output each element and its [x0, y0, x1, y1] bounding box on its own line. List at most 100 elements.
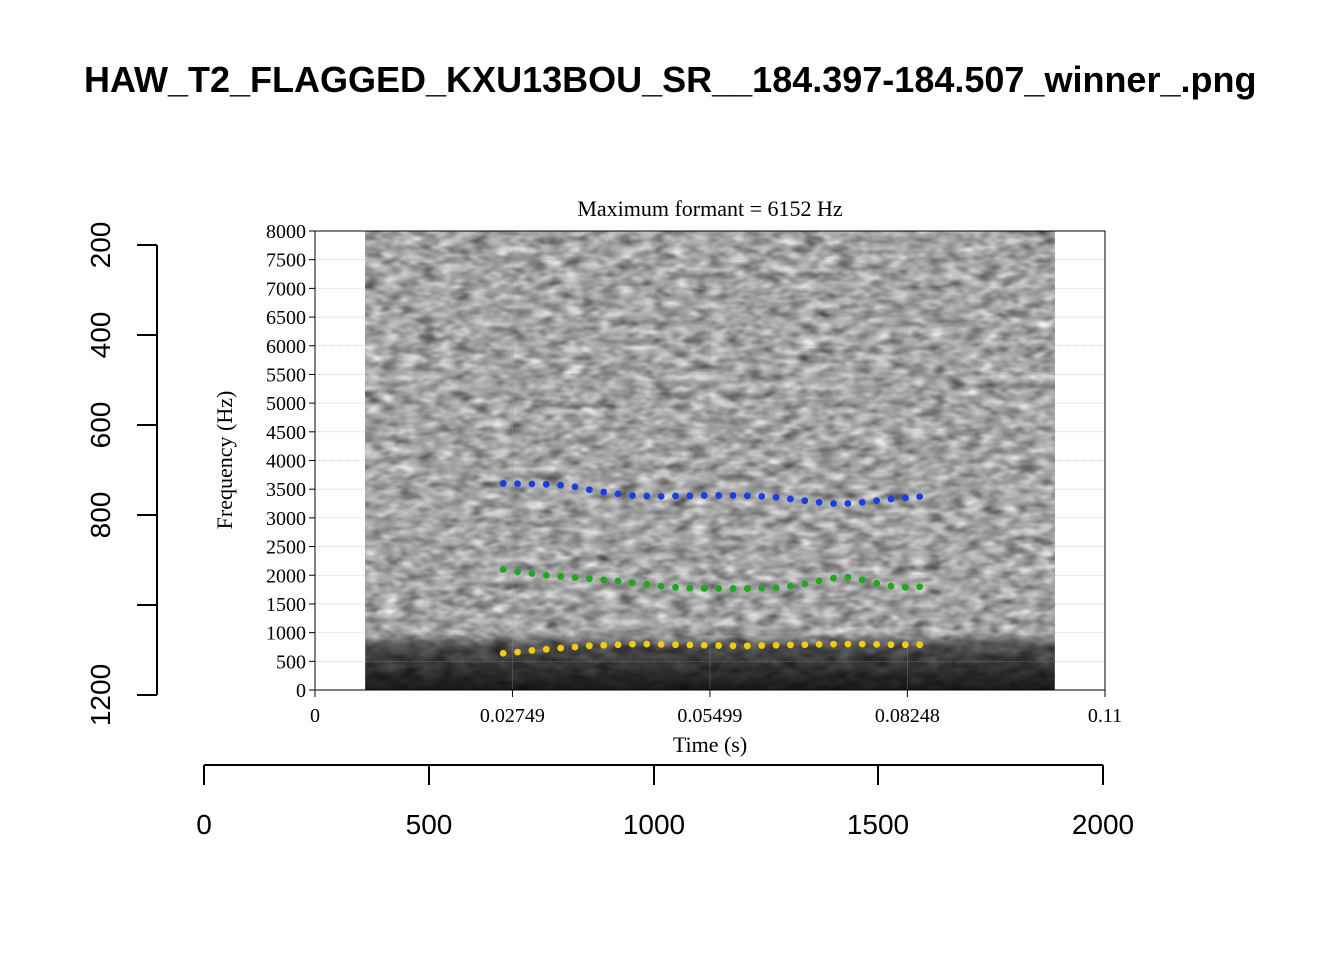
y-tick-label: 8000	[266, 221, 306, 243]
outer-x-tick-label: 1500	[847, 809, 909, 840]
outer-x-tick-label: 1000	[623, 809, 685, 840]
formant-point	[901, 583, 909, 591]
formant-point	[758, 492, 766, 500]
formant-point	[815, 577, 823, 585]
outer-y-tick-label: 600	[85, 402, 116, 449]
formant-point	[571, 643, 579, 651]
outer-y-axis: 200 400 600 800 1200	[85, 222, 158, 726]
outer-x-tick-label: 0	[196, 809, 212, 840]
x-axis-label: Time (s)	[673, 732, 747, 757]
formant-point	[657, 492, 665, 500]
formant-point	[787, 582, 794, 590]
formant-point	[801, 641, 809, 649]
formant-point	[499, 480, 507, 487]
formant-point	[686, 492, 694, 500]
formant-point	[514, 648, 521, 656]
x-tick-label: 0.11	[1088, 705, 1122, 727]
formant-point	[729, 585, 737, 592]
formant-point	[873, 640, 881, 648]
y-tick-label: 5000	[266, 393, 306, 415]
formant-point	[557, 481, 565, 489]
x-tick-label: 0.05499	[677, 705, 742, 727]
y-tick-label: 1500	[266, 594, 306, 616]
x-tick-label: 0.08248	[875, 705, 940, 727]
formant-point	[600, 488, 608, 496]
y-tick-label: 1000	[266, 623, 306, 645]
formant-point	[743, 492, 751, 500]
y-tick-label: 0	[296, 680, 306, 702]
formant-point	[514, 480, 521, 488]
formant-point	[830, 640, 837, 648]
x-tick-label: 0	[310, 705, 320, 727]
formant-point	[643, 640, 651, 648]
formant-point	[686, 641, 694, 649]
formant-point	[758, 642, 766, 649]
formant-point	[715, 642, 723, 649]
formant-point	[600, 576, 608, 584]
formant-point	[916, 583, 924, 591]
formant-point	[614, 641, 622, 649]
formant-series-1	[499, 480, 924, 507]
formant-point	[715, 585, 723, 592]
outer-y-tick-label: 800	[85, 492, 116, 539]
y-axis-label: Frequency (Hz)	[212, 391, 237, 530]
formant-point	[887, 641, 895, 649]
formant-point	[916, 641, 924, 649]
x-tick-label: 0.02749	[480, 705, 545, 727]
formant-point	[815, 640, 823, 648]
formant-point	[887, 495, 895, 503]
chart-title: Maximum formant = 6152 Hz	[577, 196, 843, 221]
formant-point	[557, 644, 565, 652]
formant-point	[916, 493, 924, 501]
formant-point	[901, 641, 909, 649]
formant-point	[542, 571, 550, 579]
y-axis: 0 500 1000 1500 2000 2500 3000 3500 4000 4500 5000…	[266, 221, 315, 702]
formant-point	[700, 585, 708, 592]
formant-point	[858, 576, 866, 584]
formant-point	[729, 492, 737, 499]
y-tick-label: 500	[276, 651, 306, 673]
formant-point	[542, 645, 550, 653]
formant-point	[729, 642, 737, 650]
formant-point	[801, 580, 809, 588]
outer-y-tick-label: 200	[85, 222, 116, 269]
y-tick-label: 4000	[266, 451, 306, 473]
formant-series-2	[499, 566, 924, 592]
formant-point	[815, 498, 823, 506]
formant-point	[772, 641, 780, 649]
formant-point	[873, 579, 881, 587]
formant-point	[643, 581, 651, 588]
formant-point	[557, 572, 565, 580]
y-tick-label: 3500	[266, 479, 306, 501]
formant-point	[700, 492, 708, 499]
formant-point	[787, 495, 794, 503]
outer-x-axis: 0 500 1000 1500 2000	[196, 764, 1134, 840]
formant-point	[772, 493, 780, 501]
y-tick-label: 2500	[266, 537, 306, 559]
formant-point	[499, 566, 507, 573]
formant-point	[901, 494, 909, 502]
formant-point	[844, 640, 852, 648]
outer-y-tick-label: 1200	[85, 664, 116, 726]
formant-point	[672, 641, 679, 649]
outer-x-tick-label: 500	[406, 809, 453, 840]
formant-point	[787, 641, 794, 649]
y-tick-label: 5500	[266, 364, 306, 386]
formant-point	[830, 500, 837, 507]
formant-point	[844, 573, 852, 581]
formant-point	[542, 480, 550, 488]
outer-y-tick-label: 400	[85, 312, 116, 359]
formant-point	[858, 498, 866, 506]
formant-point	[715, 492, 723, 499]
formant-point	[528, 570, 536, 577]
formant-point	[585, 486, 593, 494]
formant-point	[743, 585, 751, 592]
formant-tracks	[499, 480, 924, 657]
formant-point	[571, 483, 579, 491]
y-tick-label: 6000	[266, 336, 306, 358]
formant-point	[614, 490, 622, 498]
outer-x-tick-label: 2000	[1072, 809, 1134, 840]
formant-series-3	[499, 640, 924, 657]
y-tick-label: 3000	[266, 508, 306, 530]
